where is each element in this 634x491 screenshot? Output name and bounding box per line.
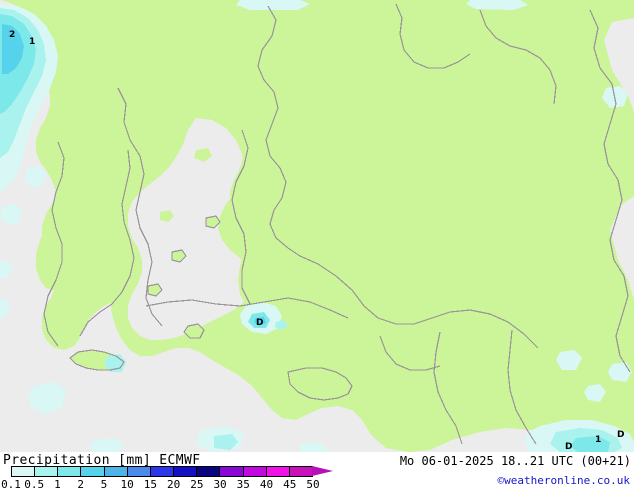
- precip-patch-nw-tail-c: [0, 260, 12, 278]
- colorbar-tick-2: 2: [77, 478, 84, 491]
- legend-title: Precipitation [mm] ECMWF: [3, 453, 201, 468]
- colorbar-swatch-0.5-1: [35, 467, 59, 476]
- colorbar-swatch-20-25: [174, 467, 198, 476]
- colorbar-tick-20: 20: [166, 478, 181, 491]
- border-syria: [299, 255, 539, 349]
- coast-cyprus: [287, 367, 353, 401]
- colorbar-tick-35: 35: [236, 478, 250, 491]
- border-east: [589, 9, 631, 373]
- precip-patch-bottom-b: [214, 434, 238, 450]
- colorbar-tick-50: 50: [306, 478, 320, 491]
- coast-isles: [147, 215, 221, 339]
- colorbar-tick-1: 1: [54, 478, 61, 491]
- border-balkans: [145, 297, 349, 319]
- colorbar-wrapper: 0.1 0.5 1 2 5 10 15 20 25 30 35 40 45 50: [1, 466, 333, 491]
- colorbar-tick-15: 15: [143, 478, 157, 491]
- colorbar-tick-5: 5: [100, 478, 108, 491]
- precip-patch-crete-sw: [28, 382, 66, 414]
- colorbar-tick-25: 25: [190, 478, 204, 491]
- colorbar-overflow-arrow: [312, 466, 333, 476]
- borders-layer: [43, 3, 631, 445]
- border-levant-lower: [379, 335, 441, 371]
- land-cyprus: [288, 368, 352, 400]
- land-isle-f: [194, 148, 212, 162]
- colorbar-tick-10: 10: [120, 478, 134, 491]
- copyright-notice: ©weatheronline.co.uk: [497, 474, 630, 487]
- border-levant-west: [433, 331, 463, 445]
- precip-patch-east-b: [556, 350, 582, 370]
- colorbar-swatch-40-45: [266, 467, 290, 476]
- precipitation-map[interactable]: 2 1 D 1 D D: [0, 0, 634, 452]
- colorbar-swatch-15-20: [150, 467, 175, 476]
- colorbar-swatch-30-35: [220, 467, 244, 476]
- precip-patch-nw-tail-d: [0, 298, 10, 318]
- precip-patch-bottom-c: [300, 442, 328, 452]
- legend-panel: Precipitation [mm] ECMWF Mo 06-01-2025 1…: [0, 452, 634, 491]
- border-caucasus-2: [395, 3, 471, 69]
- border-levant-internal: [507, 329, 537, 445]
- colorbar-swatch-25-30: [197, 467, 221, 476]
- colorbar-tick-45: 45: [283, 478, 297, 491]
- precip-patch-top-band-2: [466, 0, 528, 10]
- coast-black-sea: [257, 5, 301, 257]
- colorbar-swatch-0.1-0.5: [12, 467, 36, 476]
- colorbar-tick-30: 30: [213, 478, 227, 491]
- colorbar-tick-0.5: 0.5: [24, 478, 45, 491]
- border-north-1: [117, 87, 163, 327]
- colorbar-tick-40: 40: [259, 478, 274, 491]
- precip-patch-bottom-d: [88, 438, 124, 452]
- precip-patch-antalya-wisp: [275, 320, 288, 330]
- precipitation-colorbar: [11, 466, 313, 477]
- coast-aegean-turkey: [231, 129, 251, 305]
- land-isle-g: [220, 94, 244, 112]
- coast-greece-east: [79, 149, 135, 337]
- colorbar-tick-labels: 0.1 0.5 1 2 5 10 15 20 25 30 35 40 45 50: [1, 478, 322, 491]
- colorbar-swatch-10-15: [127, 467, 151, 476]
- precip-patch-se-3: [570, 436, 610, 452]
- precip-patch-nw-tail-b: [0, 204, 22, 224]
- land-rhodes: [184, 324, 204, 338]
- land-greece-mainland: [42, 132, 136, 350]
- colorbar-swatch-1-2: [58, 467, 82, 476]
- coast-greece-west: [43, 141, 65, 347]
- precip-patch-nw-tail-a: [24, 166, 46, 186]
- colorbar-swatch-35-40: [243, 467, 267, 476]
- colorbar-swatch-45-50: [289, 467, 313, 476]
- precip-patch-antalya-core2: [254, 317, 266, 326]
- land-western-anatolia: [230, 122, 290, 316]
- precip-patch-east-d: [608, 362, 632, 382]
- land-isle-d: [160, 210, 174, 222]
- precip-patch-nw-4: [2, 24, 24, 74]
- precip-patch-top-band: [236, 0, 310, 10]
- land-isle-e: [134, 156, 154, 170]
- colorbar-swatch-2-5: [81, 467, 105, 476]
- map-canvas[interactable]: [0, 0, 634, 452]
- coast-crete: [69, 349, 125, 371]
- precip-patch-east-c: [584, 384, 606, 402]
- border-caucasus-1: [479, 9, 557, 105]
- colorbar-swatch-5-10: [104, 467, 128, 476]
- forecast-timestamp: Mo 06-01-2025 18..21 UTC (00+21): [399, 454, 631, 468]
- precipitation-layer: [0, 0, 634, 452]
- colorbar-tick-0.1: 0.1: [1, 478, 21, 491]
